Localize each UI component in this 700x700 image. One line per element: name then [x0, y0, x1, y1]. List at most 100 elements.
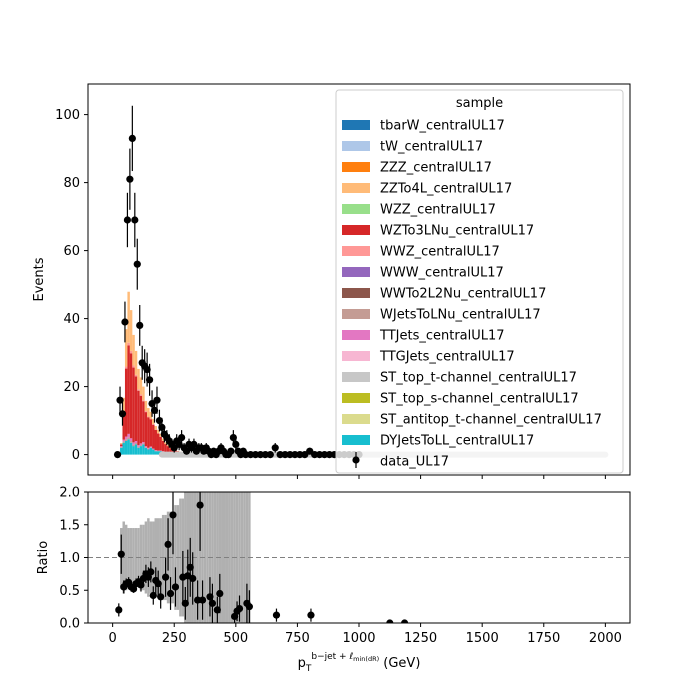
mc-bar-WWZ_centralUL17 — [127, 342, 130, 346]
mc-bar-TTJets_centralUL17 — [152, 448, 155, 450]
ratio-point — [213, 606, 221, 614]
y-tick-label: 20 — [63, 380, 80, 395]
mc-bar-DYJetsToLL_centralUL17 — [132, 446, 135, 455]
mc-bar-ZZTo4L_centralUL17 — [124, 329, 128, 367]
data-point — [113, 451, 122, 459]
data-point — [325, 451, 334, 459]
ratio-point — [194, 596, 202, 604]
data-point — [261, 451, 269, 459]
data-point — [286, 451, 294, 459]
legend-label: tbarW_centralUL17 — [380, 119, 505, 134]
legend-label: WWTo2L2Nu_centralUL17 — [380, 287, 546, 302]
mc-bar-TTJets_centralUL17 — [132, 442, 135, 445]
data-point — [242, 451, 250, 459]
mc-bar-WZTo3LNu_centralUL17 — [154, 429, 157, 451]
mc-bar-DYJetsToLL_centralUL17 — [122, 442, 125, 455]
ratio-uncertainty-bin — [221, 492, 224, 623]
mc-bar-WWZ_centralUL17 — [144, 411, 148, 413]
ratio-point — [386, 619, 394, 623]
ratio-uncertainty-bin — [235, 492, 239, 623]
mc-bar-ZZTo4L_centralUL17 — [120, 443, 123, 445]
mc-bar-ZZTo4L_centralUL17 — [161, 438, 165, 441]
legend-swatch — [342, 393, 370, 403]
ratio-uncertainty-bin — [124, 524, 128, 591]
mc-bar-WWZ_centralUL17 — [147, 416, 150, 418]
mc-bar-WZTo3LNu_centralUL17 — [127, 345, 130, 434]
mc-bar-TTJets_centralUL17 — [147, 447, 150, 449]
ratio-point — [307, 611, 315, 619]
data-point — [232, 440, 240, 448]
mc-bar-WZTo3LNu_centralUL17 — [147, 417, 150, 448]
mc-bar-DYJetsToLL_centralUL17 — [152, 449, 155, 455]
data-point — [178, 434, 186, 442]
ratio-y-tick-label: 1.0 — [59, 551, 80, 566]
ratio-point — [164, 540, 172, 549]
mc-bar-ZZTo4L_centralUL17 — [159, 433, 162, 437]
mc-bar-WWZ_centralUL17 — [124, 366, 128, 369]
x-axis-label: pTb−jet + ℓmin(dR) (GeV) — [298, 652, 421, 674]
legend-swatch — [342, 246, 370, 256]
data-point — [121, 318, 129, 326]
mc-bar-WZTo3LNu_centralUL17 — [132, 367, 135, 443]
mc-bar-DYJetsToLL_centralUL17 — [127, 439, 130, 455]
ratio-point — [245, 603, 253, 611]
mc-bar-WJetsToLNu_centralUL17 — [137, 446, 140, 448]
mc-bar-WJetsToLNu_centralUL17 — [127, 437, 130, 440]
mc-bar-WZTo3LNu_centralUL17 — [137, 390, 140, 446]
mc-bar-TTJets_centralUL17 — [127, 433, 130, 438]
ratio-y-axis-label: Ratio — [36, 541, 51, 574]
mc-bar-WWZ_centralUL17 — [134, 374, 138, 377]
ratio-uncertainty-bin — [132, 528, 135, 587]
mc-bar-DYJetsToLL_centralUL17 — [129, 442, 133, 455]
legend-label: TTGJets_centralUL17 — [379, 350, 515, 365]
data-point — [133, 260, 141, 268]
legend-swatch — [342, 414, 370, 424]
legend-swatch — [342, 120, 370, 130]
x-tick-label: 750 — [285, 631, 310, 646]
mc-bar-WZTo3LNu_centralUL17 — [159, 436, 162, 451]
ratio-uncertainty-bin — [245, 492, 249, 623]
x-tick-label: 1000 — [342, 631, 375, 646]
y-tick-label: 60 — [63, 244, 80, 259]
mc-bar-WJetsToLNu_centralUL17 — [139, 445, 143, 447]
mc-bar-WZTo3LNu_centralUL17 — [161, 441, 165, 452]
data-point — [311, 451, 319, 459]
mc-bar-WJetsToLNu_centralUL17 — [129, 441, 133, 443]
ratio-point — [157, 593, 165, 601]
data-point — [296, 451, 304, 459]
mc-bar-WZTo3LNu_centralUL17 — [152, 424, 155, 449]
ratio-point — [117, 550, 125, 558]
mc-bar-WWZ_centralUL17 — [139, 394, 143, 396]
mc-bar-WWZ_centralUL17 — [152, 424, 155, 425]
mc-bar-WZTo3LNu_centralUL17 — [139, 395, 143, 444]
x-tick-label: 250 — [162, 631, 187, 646]
ratio-uncertainty-bin — [149, 521, 153, 594]
mc-bar-ZZTo4L_centralUL17 — [127, 291, 130, 343]
mc-bar-WWZ_centralUL17 — [132, 365, 135, 368]
mc-bar-WZTo3LNu_centralUL17 — [164, 444, 167, 453]
y-axis-label: Events — [32, 257, 47, 301]
mc-bar-TTJets_centralUL17 — [142, 442, 145, 444]
mc-bar-ZZTo4L_centralUL17 — [139, 377, 143, 395]
mc-bar-DYJetsToLL_centralUL17 — [154, 451, 157, 455]
mc-bar-ZZTo4L_centralUL17 — [156, 429, 160, 434]
ratio-point — [171, 583, 180, 591]
main-panel: 0 20 40 60 80 100 Events sample tbarW_centralUL1… — [32, 83, 631, 479]
data-point — [251, 451, 260, 459]
data-point — [320, 451, 329, 459]
ratio-uncertainty-bin — [174, 505, 177, 610]
legend: sample tbarW_centralUL17 tW_centralUL17 ZZZ… — [335, 89, 624, 474]
legend-label: WWW_centralUL17 — [380, 266, 504, 281]
mc-bar-TTJets_centralUL17 — [120, 446, 123, 448]
mc-bar-TTJets_centralUL17 — [144, 446, 148, 448]
mc-bar-WJetsToLNu_centralUL17 — [132, 444, 135, 447]
ratio-point — [162, 573, 170, 581]
ratio-point — [147, 568, 155, 576]
mc-bar-ZZTo4L_centralUL17 — [144, 400, 148, 412]
legend-swatch — [342, 351, 370, 361]
x-tick-label: 500 — [223, 631, 248, 646]
data-point — [116, 396, 124, 404]
ratio-uncertainty-bin — [203, 492, 207, 623]
legend-swatch — [342, 225, 370, 235]
x-tick-label: 1500 — [466, 631, 499, 646]
